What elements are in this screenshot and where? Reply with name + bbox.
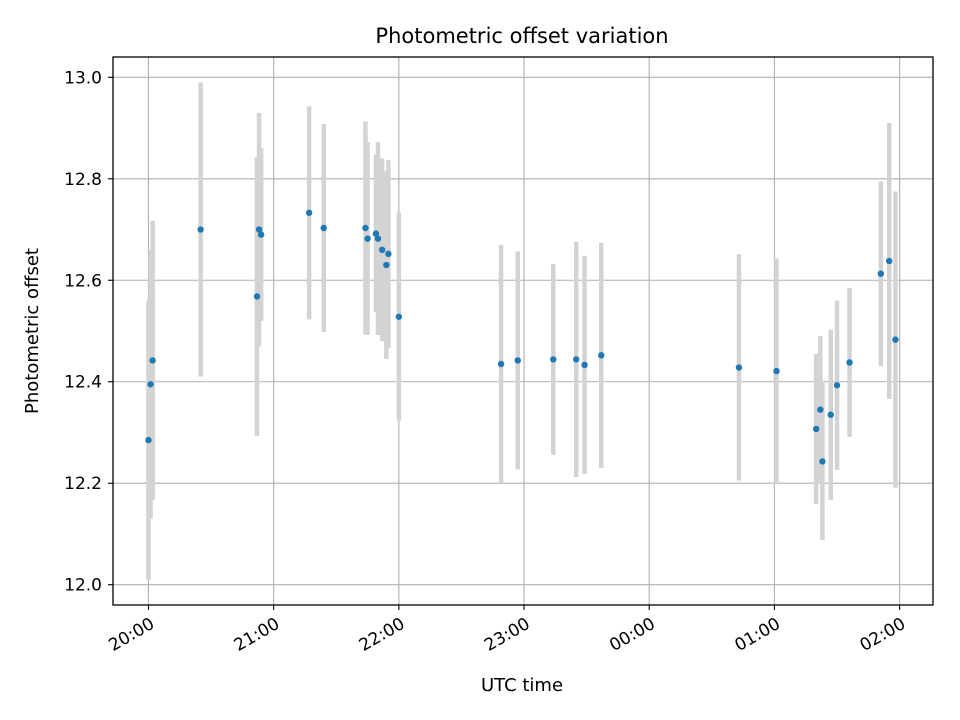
axis-ticks: 20:00 21:00 22:00 23:00 00:00 01:00 02:00 12.0 1… [64, 68, 909, 656]
data-point [846, 359, 853, 366]
data-point [372, 230, 380, 237]
data-point [383, 261, 390, 269]
data-point [253, 293, 261, 300]
data-point [735, 364, 743, 371]
data-point [833, 382, 841, 389]
y-tick-label: 13.0 [64, 68, 102, 88]
x-tick-label: 00:00 [606, 614, 658, 656]
data-point [320, 224, 327, 232]
data-point [378, 246, 386, 254]
data-point [885, 257, 893, 265]
x-tick-label: 22:00 [356, 614, 408, 656]
data-point [364, 235, 371, 242]
data-point [581, 361, 588, 369]
data-point [550, 356, 557, 363]
data-point [305, 209, 313, 216]
x-tick-label: 23:00 [481, 614, 533, 656]
data-point [149, 357, 156, 364]
y-tick-label: 12.8 [64, 170, 102, 190]
data-point [374, 235, 382, 242]
data-point [362, 224, 369, 232]
data-point [817, 406, 824, 413]
plot-frame [112, 56, 934, 606]
data-point [892, 336, 899, 343]
x-tick-label: 01:00 [731, 614, 783, 656]
chart-title: Photometric offset variation [375, 24, 668, 48]
x-tick-label: 21:00 [231, 614, 283, 656]
data-point [598, 352, 605, 359]
y-axis-label: Photometric offset [22, 248, 43, 414]
y-tick-label: 12.4 [64, 373, 102, 393]
data-point [819, 458, 826, 465]
data-point [514, 357, 521, 364]
data-point [812, 425, 820, 433]
x-tick-label: 02:00 [857, 614, 909, 656]
data-point [385, 250, 392, 258]
data-point [395, 313, 403, 320]
data-point [255, 226, 263, 233]
data-point [773, 367, 780, 375]
data-point [257, 231, 265, 238]
data-points [145, 209, 899, 465]
error-bars [146, 82, 898, 580]
y-tick-label: 12.0 [64, 576, 102, 596]
x-axis-label: UTC time [481, 675, 563, 696]
data-point [877, 270, 885, 277]
data-point [197, 226, 204, 233]
data-point [145, 436, 152, 444]
data-point [573, 356, 580, 363]
data-point [827, 411, 834, 418]
y-tick-label: 12.6 [64, 271, 102, 291]
data-point [147, 381, 154, 388]
y-tick-label: 12.2 [64, 474, 102, 494]
data-point [497, 360, 505, 368]
x-tick-label: 20:00 [106, 614, 158, 656]
grid-lines [113, 57, 933, 605]
